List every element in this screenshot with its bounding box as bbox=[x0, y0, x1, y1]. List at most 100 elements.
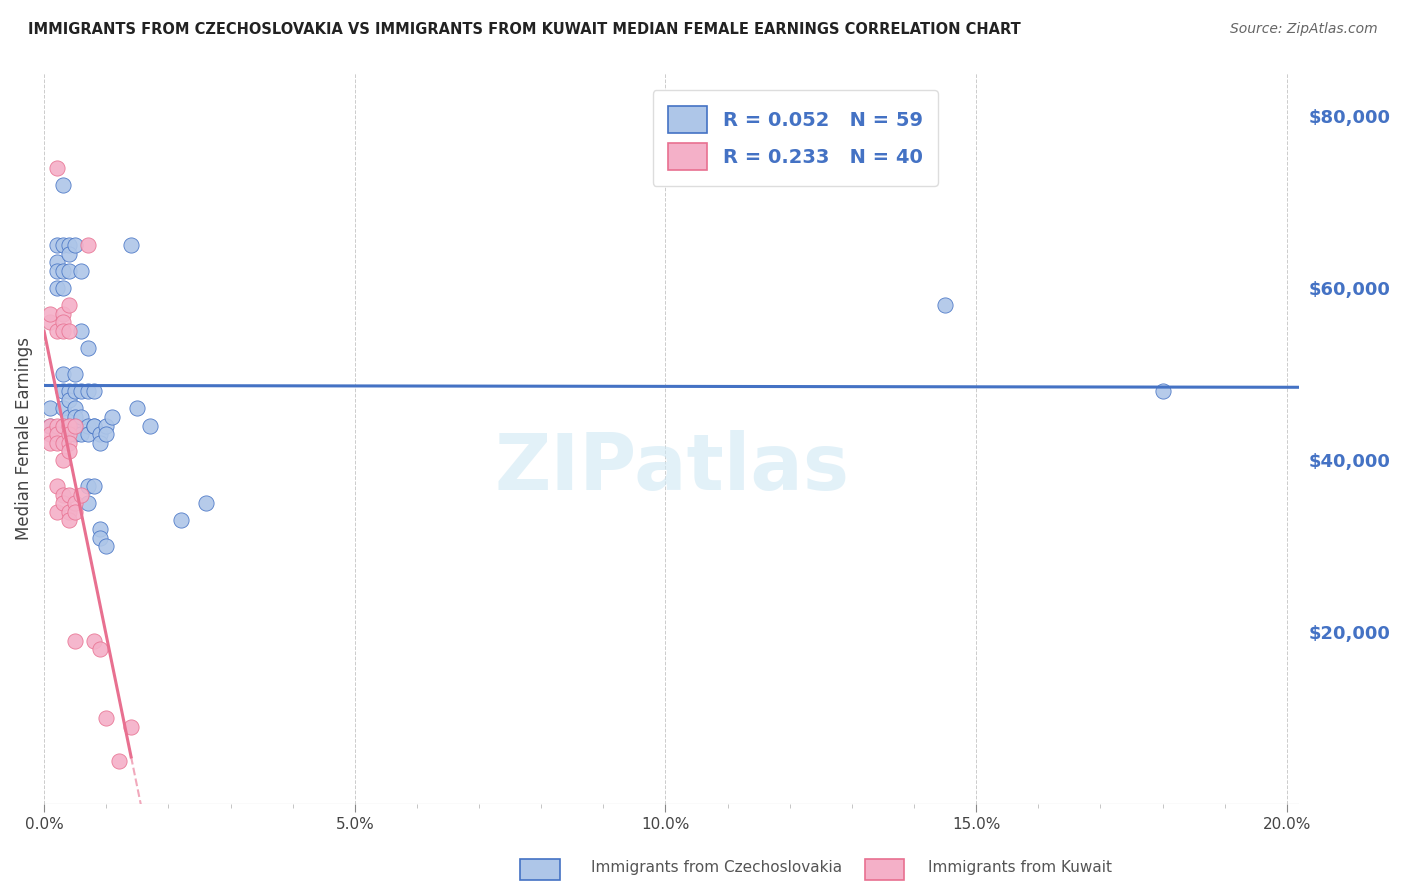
Point bbox=[52, 496, 75, 510]
Point bbox=[52, 401, 75, 416]
Point bbox=[52, 264, 75, 278]
Point bbox=[120, 720, 142, 734]
Point bbox=[63, 410, 86, 425]
Point bbox=[52, 307, 75, 321]
Point bbox=[45, 264, 67, 278]
Point bbox=[63, 418, 86, 433]
Point bbox=[63, 496, 86, 510]
Point bbox=[45, 505, 67, 519]
Point bbox=[83, 384, 105, 399]
Point bbox=[39, 436, 62, 450]
Point bbox=[52, 384, 75, 399]
Point bbox=[39, 418, 62, 433]
Text: ZIPatlas: ZIPatlas bbox=[494, 430, 849, 506]
Text: Immigrants from Czechoslovakia: Immigrants from Czechoslovakia bbox=[591, 861, 842, 875]
Point bbox=[52, 178, 75, 192]
Point bbox=[58, 410, 80, 425]
Point bbox=[58, 418, 80, 433]
Point bbox=[76, 384, 98, 399]
Point bbox=[63, 418, 86, 433]
Point bbox=[58, 418, 80, 433]
Point bbox=[83, 633, 105, 648]
Point bbox=[52, 453, 75, 467]
Point bbox=[52, 281, 75, 295]
Point bbox=[76, 238, 98, 252]
Point bbox=[52, 487, 75, 501]
Legend: R = 0.052   N = 59, R = 0.233   N = 40: R = 0.052 N = 59, R = 0.233 N = 40 bbox=[652, 90, 938, 186]
Point bbox=[63, 401, 86, 416]
Point bbox=[1152, 384, 1174, 399]
Point bbox=[39, 315, 62, 329]
Point bbox=[45, 281, 67, 295]
Point bbox=[58, 324, 80, 338]
Point bbox=[194, 496, 217, 510]
Point bbox=[45, 161, 67, 175]
Point bbox=[70, 487, 93, 501]
Point bbox=[76, 418, 98, 433]
Point bbox=[63, 367, 86, 381]
Point bbox=[63, 238, 86, 252]
Text: Source: ZipAtlas.com: Source: ZipAtlas.com bbox=[1230, 22, 1378, 37]
Point bbox=[45, 479, 67, 493]
Point bbox=[96, 711, 118, 725]
Point bbox=[63, 505, 86, 519]
Point bbox=[70, 410, 93, 425]
Point bbox=[70, 427, 93, 442]
Point bbox=[45, 418, 67, 433]
Point bbox=[76, 479, 98, 493]
Point bbox=[83, 479, 105, 493]
Point bbox=[89, 531, 111, 545]
Point bbox=[101, 410, 124, 425]
Point bbox=[58, 427, 80, 442]
Point bbox=[83, 418, 105, 433]
Point bbox=[58, 427, 80, 442]
Point bbox=[45, 238, 67, 252]
Point bbox=[89, 427, 111, 442]
Point bbox=[39, 427, 62, 442]
Y-axis label: Median Female Earnings: Median Female Earnings bbox=[15, 337, 32, 540]
Point bbox=[52, 324, 75, 338]
Point bbox=[139, 418, 162, 433]
Point bbox=[170, 513, 193, 527]
Point bbox=[107, 754, 129, 768]
Point bbox=[70, 324, 93, 338]
Point bbox=[83, 418, 105, 433]
Point bbox=[52, 418, 75, 433]
Point bbox=[63, 384, 86, 399]
Point bbox=[58, 238, 80, 252]
Point bbox=[58, 246, 80, 260]
Point bbox=[89, 522, 111, 536]
Point bbox=[70, 384, 93, 399]
Point bbox=[934, 298, 956, 312]
Point bbox=[39, 418, 62, 433]
Point bbox=[58, 264, 80, 278]
Point bbox=[52, 367, 75, 381]
Point bbox=[58, 298, 80, 312]
Point bbox=[96, 427, 118, 442]
Point bbox=[63, 427, 86, 442]
Point bbox=[63, 633, 86, 648]
Point bbox=[58, 392, 80, 407]
Point bbox=[52, 418, 75, 433]
Point bbox=[76, 427, 98, 442]
Point bbox=[58, 384, 80, 399]
Point bbox=[52, 315, 75, 329]
Text: IMMIGRANTS FROM CZECHOSLOVAKIA VS IMMIGRANTS FROM KUWAIT MEDIAN FEMALE EARNINGS : IMMIGRANTS FROM CZECHOSLOVAKIA VS IMMIGR… bbox=[28, 22, 1021, 37]
Point bbox=[39, 307, 62, 321]
Point bbox=[45, 436, 67, 450]
Point bbox=[58, 436, 80, 450]
Point bbox=[96, 418, 118, 433]
Point bbox=[45, 255, 67, 269]
Point bbox=[58, 487, 80, 501]
Point bbox=[76, 341, 98, 355]
Point bbox=[58, 513, 80, 527]
Point bbox=[127, 401, 149, 416]
Point bbox=[89, 642, 111, 657]
Point bbox=[120, 238, 142, 252]
Point bbox=[45, 427, 67, 442]
Point bbox=[39, 401, 62, 416]
Point bbox=[76, 496, 98, 510]
Point bbox=[96, 539, 118, 553]
Point bbox=[58, 444, 80, 458]
Point bbox=[52, 238, 75, 252]
